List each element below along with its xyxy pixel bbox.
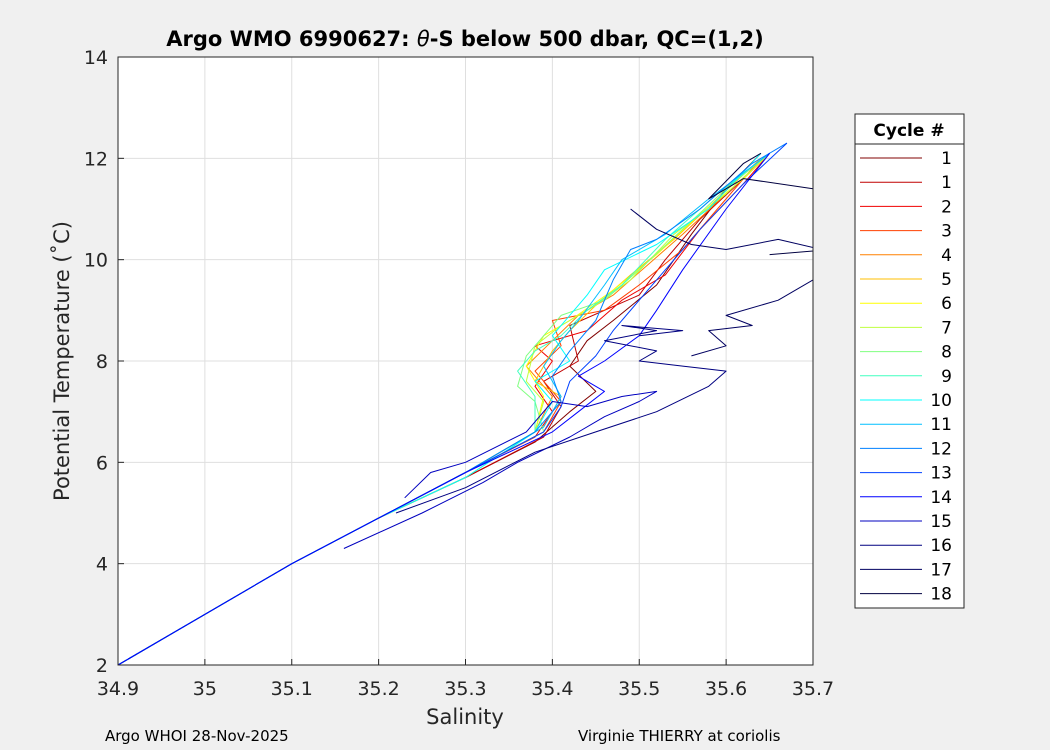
legend-label: 13	[930, 464, 952, 484]
y-tick-labels: 2 4 6 8 10 12 14	[84, 47, 108, 677]
legend-label: 17	[930, 560, 952, 580]
y-axis-label: Potential Temperature (˚C)	[50, 221, 74, 501]
legend-label: 6	[941, 294, 952, 314]
legend-box	[854, 113, 965, 609]
x-tick-label: 35.7	[792, 678, 834, 700]
series-line-cycle-14	[118, 152, 770, 665]
x-tick-label: 35.1	[271, 678, 313, 700]
legend-label: 10	[930, 391, 952, 411]
x-tick-labels: 34.9 35 35.1 35.2 35.3 35.4 35.5 35.6 35.7	[97, 678, 834, 700]
legend-label: 5	[941, 270, 952, 290]
legend-label: 18	[930, 585, 952, 605]
y-tick-label: 2	[96, 655, 108, 677]
y-tick-label: 8	[96, 351, 108, 373]
x-tick-label: 35.6	[705, 678, 747, 700]
legend-label: 15	[930, 512, 952, 532]
x-tick-label: 35	[193, 678, 217, 700]
series-line-cycle-15	[343, 390, 658, 549]
series-line-cycle-10	[118, 152, 762, 665]
x-tick-label: 35.3	[444, 678, 486, 700]
series-group	[118, 142, 813, 665]
series-line-cycle-17	[630, 208, 813, 357]
legend-label: 7	[941, 318, 952, 338]
y-tick-label: 14	[84, 47, 108, 69]
legend-label: 3	[941, 222, 952, 242]
x-tick-label: 35.5	[618, 678, 660, 700]
y-tick-label: 6	[96, 452, 108, 474]
x-tick-label: 35.2	[357, 678, 399, 700]
legend-label: 8	[941, 343, 952, 363]
legend-label: 9	[941, 367, 952, 387]
x-axis-label: Salinity	[426, 705, 504, 729]
y-tick-label: 4	[96, 554, 108, 576]
x-tick-label: 35.4	[531, 678, 573, 700]
x-tick-label: 34.9	[97, 678, 139, 700]
footer-right: Virginie THIERRY at coriolis	[578, 727, 781, 745]
legend-label: 12	[930, 439, 952, 459]
legend-title: Cycle #	[873, 121, 944, 141]
y-tick-label: 12	[84, 148, 108, 170]
legend-label: 11	[930, 415, 952, 435]
y-tick-label: 10	[84, 250, 108, 272]
series-line-cycle-18	[708, 152, 813, 256]
legend-label: 14	[930, 488, 952, 508]
chart-title: Argo WMO 6990627: θ-S below 500 dbar, QC…	[166, 27, 763, 51]
legend-label: 1	[941, 173, 952, 193]
series-line-cycle-16	[395, 325, 727, 514]
plot-frame	[117, 56, 814, 666]
legend-label: 1	[941, 149, 952, 169]
footer-left: Argo WHOI 28-Nov-2025	[105, 727, 289, 745]
legend-label: 2	[941, 197, 952, 217]
legend-label: 16	[930, 536, 952, 556]
legend-label: 4	[941, 246, 952, 266]
